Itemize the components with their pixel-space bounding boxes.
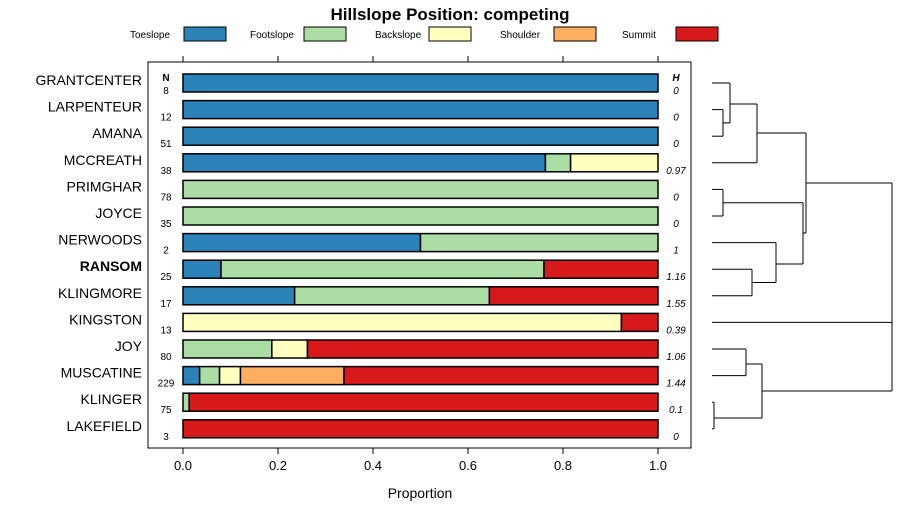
bar-kingston-summit	[620, 312, 659, 333]
h-value: 0	[673, 139, 679, 150]
bar-klingmore-footslope	[293, 286, 491, 306]
y-label-kingston: KINGSTON	[69, 311, 142, 327]
h-value: 1	[673, 246, 679, 257]
legend-swatch-summit	[675, 26, 719, 42]
bar-mccreath-toeslope	[182, 153, 547, 173]
n-value: 12	[160, 113, 172, 124]
n-value: 8	[163, 86, 169, 97]
bar-klingmore-toeslope	[182, 286, 296, 306]
h-value: 0	[673, 219, 679, 230]
h-value: 1.44	[666, 379, 686, 390]
legend: Toeslope Footslope Backslope Shoulder Summit	[130, 26, 719, 42]
legend-label-backslope: Backslope	[375, 30, 422, 41]
bar-primghar-footslope	[182, 179, 659, 200]
y-label-joyce: JOYCE	[95, 205, 142, 221]
h-header: H	[672, 73, 680, 84]
plot-frame	[147, 61, 692, 449]
x-tick-label: 0.6	[459, 458, 477, 473]
legend-label-footslope: Footslope	[250, 30, 294, 41]
y-label-larpenteur: LARPENTEUR	[48, 99, 142, 115]
bar-muscatine-backslope	[218, 365, 242, 386]
n-value: 3	[163, 432, 169, 443]
bar-muscatine-summit	[343, 365, 659, 386]
legend-label-shoulder: Shoulder	[500, 30, 541, 41]
n-header: N	[162, 73, 169, 84]
bar-klinger-summit	[188, 392, 659, 412]
h-value: 0.1	[669, 405, 683, 416]
h-value: 0.39	[666, 325, 686, 336]
legend-swatch-backslope	[428, 26, 472, 42]
n-value: 229	[158, 379, 175, 390]
n-value: 75	[160, 405, 172, 416]
y-label-grantcenter: GRANTCENTER	[35, 72, 142, 88]
bar-joy-summit	[306, 339, 659, 359]
bar-ransom-footslope	[220, 259, 545, 279]
x-tick-label: 0.8	[554, 458, 572, 473]
n-value: 17	[160, 299, 172, 310]
n-value: 51	[160, 139, 172, 150]
bar-nerwoods-footslope	[419, 232, 659, 253]
bar-grantcenter-toeslope	[182, 73, 659, 93]
x-axis-label: Proportion	[388, 485, 453, 501]
y-label-muscatine: MUSCATINE	[61, 365, 142, 381]
h-value: 1.16	[666, 272, 686, 283]
bar-muscatine-footslope	[198, 365, 221, 386]
bar-lakefield-summit	[182, 419, 659, 439]
n-value: 38	[160, 166, 172, 177]
n-value: 80	[160, 352, 172, 363]
bar-muscatine-shoulder	[239, 365, 345, 386]
h-value: 0.97	[666, 166, 686, 177]
bar-klingmore-summit	[488, 286, 659, 306]
legend-swatch-shoulder	[553, 26, 597, 42]
legend-label-toeslope: Toeslope	[130, 30, 170, 41]
h-value: 0	[673, 192, 679, 203]
y-label-primghar: PRIMGHAR	[67, 178, 142, 194]
x-tick-label: 0.0	[174, 458, 192, 473]
legend-label-summit: Summit	[622, 30, 656, 41]
bar-mccreath-backslope	[569, 153, 659, 173]
h-value: 0	[673, 432, 679, 443]
n-value: 78	[160, 192, 172, 203]
y-label-mccreath: MCCREATH	[64, 152, 142, 168]
bar-ransom-toeslope	[182, 259, 222, 279]
y-label-klingmore: KLINGMORE	[58, 285, 142, 301]
x-tick-label: 1.0	[649, 458, 667, 473]
n-value: 2	[163, 246, 169, 257]
bar-kingston-backslope	[182, 312, 623, 333]
y-label-klinger: KLINGER	[81, 391, 142, 407]
y-label-nerwoods: NERWOODS	[58, 232, 142, 248]
y-label-ransom: RANSOM	[80, 258, 142, 274]
chart-title: Hillslope Position: competing	[331, 5, 570, 24]
bar-nerwoods-toeslope	[182, 232, 422, 253]
x-tick-label: 0.4	[364, 458, 382, 473]
n-value: 25	[160, 272, 172, 283]
y-label-amana: AMANA	[92, 125, 142, 141]
bar-joy-footslope	[182, 339, 273, 359]
y-label-lakefield: LAKEFIELD	[67, 418, 142, 434]
n-value: 35	[160, 219, 172, 230]
h-value: 0	[673, 86, 679, 97]
bar-joy-backslope	[271, 339, 309, 359]
y-label-joy: JOY	[115, 338, 143, 354]
bar-larpenteur-toeslope	[182, 99, 659, 120]
bar-amana-toeslope	[182, 126, 659, 146]
dendrogram	[712, 82, 893, 430]
legend-swatch-footslope	[303, 26, 347, 42]
h-value: 0	[673, 113, 679, 124]
bar-ransom-summit	[543, 259, 659, 279]
n-value: 13	[160, 325, 172, 336]
bar-muscatine-toeslope	[182, 365, 201, 386]
h-value: 1.55	[666, 299, 686, 310]
legend-swatch-toeslope	[183, 26, 227, 42]
bar-joyce-footslope	[182, 206, 659, 226]
h-value: 1.06	[666, 352, 686, 363]
bar-klinger-footslope	[182, 392, 190, 412]
bar-mccreath-footslope	[544, 153, 572, 173]
x-tick-label: 0.2	[269, 458, 287, 473]
